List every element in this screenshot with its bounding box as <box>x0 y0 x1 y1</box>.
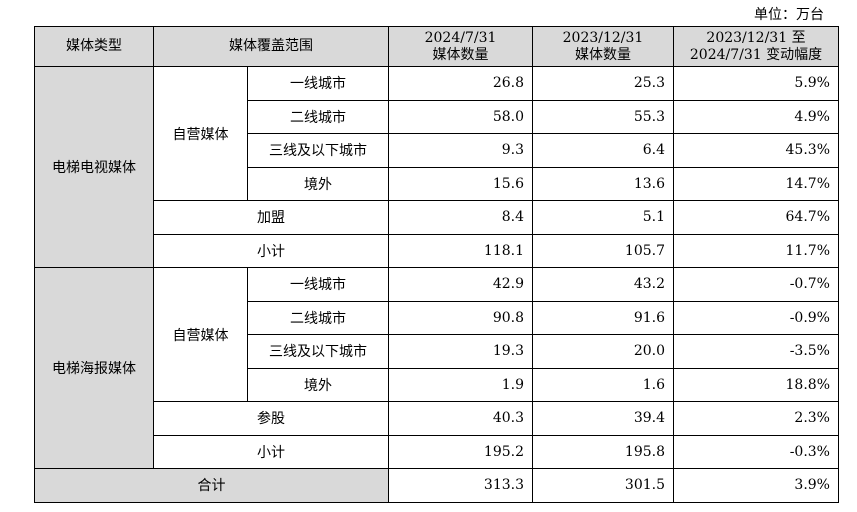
table-row: 二线城市 90.8 91.6 -0.9% <box>35 300 839 335</box>
value-2024: 42.9 <box>388 267 533 302</box>
total-row: 合计 313.3 301.5 3.9% <box>34 468 839 503</box>
value-change: 14.7% <box>673 166 839 201</box>
value-2023: 25.3 <box>532 66 674 101</box>
value-2024: 26.8 <box>388 66 533 101</box>
coverage-label: 一线城市 <box>247 267 389 302</box>
value-2024: 8.4 <box>388 200 533 235</box>
self-operated-label: 自营媒体 <box>153 267 248 402</box>
coverage-label: 境外 <box>247 166 389 201</box>
table-row: 境外 15.6 13.6 14.7% <box>35 166 839 201</box>
group-name-poster: 电梯海报媒体 <box>34 267 154 469</box>
total-2024: 313.3 <box>388 468 533 503</box>
header-2023-label: 媒体数量 <box>575 46 631 63</box>
value-2023: 91.6 <box>532 300 674 335</box>
value-change: -0.7% <box>673 267 839 302</box>
value-change: 45.3% <box>673 133 839 168</box>
value-change: 64.7% <box>673 200 839 235</box>
value-change: 2.3% <box>673 401 839 436</box>
value-change: -0.3% <box>673 434 839 469</box>
value-change: -0.9% <box>673 300 839 335</box>
value-change: 4.9% <box>673 99 839 134</box>
subtotal-label: 小计 <box>153 434 389 469</box>
header-2023-date: 2023/12/31 <box>562 29 644 46</box>
value-2023: 195.8 <box>532 434 674 469</box>
value-2024: 1.9 <box>388 367 533 402</box>
header-coverage: 媒体覆盖范围 <box>153 26 389 67</box>
value-2023: 1.6 <box>532 367 674 402</box>
header-change-line2: 2024/7/31 变动幅度 <box>689 46 823 63</box>
table-row: 参股 40.3 39.4 2.3% <box>35 401 839 436</box>
value-2023: 55.3 <box>532 99 674 134</box>
value-2023: 20.0 <box>532 334 674 369</box>
value-2024: 90.8 <box>388 300 533 335</box>
table-row: 电梯电视媒体 自营媒体 一线城市 26.8 25.3 5.9% <box>34 66 839 268</box>
table-row: 境外 1.9 1.6 18.8% <box>35 367 839 402</box>
header-change: 2023/12/31 至 2024/7/31 变动幅度 <box>673 26 839 67</box>
total-label: 合计 <box>34 468 389 503</box>
table-row: 电梯海报媒体 自营媒体 一线城市 42.9 43.2 -0.7% <box>34 267 839 469</box>
subtotal-label: 小计 <box>153 233 389 268</box>
franchise-label: 加盟 <box>153 200 389 235</box>
header-2024-label: 媒体数量 <box>432 46 489 63</box>
value-change: 18.8% <box>673 367 839 402</box>
total-2023: 301.5 <box>532 468 674 503</box>
value-change: 5.9% <box>673 66 839 101</box>
coverage-label: 二线城市 <box>247 300 389 335</box>
value-2024: 15.6 <box>388 166 533 201</box>
value-2023: 43.2 <box>532 267 674 302</box>
media-count-table: 媒体类型 媒体覆盖范围 2024/7/31 媒体数量 2023/12/31 媒体… <box>34 26 839 503</box>
table-row: 加盟 8.4 5.1 64.7% <box>35 200 839 235</box>
header-change-line1: 2023/12/31 至 <box>706 29 806 46</box>
header-media-type: 媒体类型 <box>34 26 154 67</box>
self-operated-label: 自营媒体 <box>153 66 248 201</box>
header-2023: 2023/12/31 媒体数量 <box>532 26 674 67</box>
total-change: 3.9% <box>673 468 839 503</box>
value-2023: 105.7 <box>532 233 674 268</box>
header-row: 媒体类型 媒体覆盖范围 2024/7/31 媒体数量 2023/12/31 媒体… <box>34 26 839 67</box>
value-2024: 19.3 <box>388 334 533 369</box>
value-2024: 9.3 <box>388 133 533 168</box>
group-name-tv: 电梯电视媒体 <box>34 66 154 268</box>
coverage-label: 三线及以下城市 <box>247 334 389 369</box>
value-2024: 58.0 <box>388 99 533 134</box>
value-2023: 13.6 <box>532 166 674 201</box>
value-2024: 118.1 <box>388 233 533 268</box>
coverage-label: 一线城市 <box>247 66 389 101</box>
value-2024: 195.2 <box>388 434 533 469</box>
coverage-label: 二线城市 <box>247 99 389 134</box>
value-2023: 6.4 <box>532 133 674 168</box>
table-row: 二线城市 58.0 55.3 4.9% <box>35 99 839 134</box>
value-change: -3.5% <box>673 334 839 369</box>
unit-label: 单位：万台 <box>754 7 824 23</box>
coverage-label: 三线及以下城市 <box>247 133 389 168</box>
value-2023: 39.4 <box>532 401 674 436</box>
table-row: 三线及以下城市 19.3 20.0 -3.5% <box>35 334 839 369</box>
equity-label: 参股 <box>153 401 389 436</box>
value-2023: 5.1 <box>532 200 674 235</box>
subtotal-row: 小计 118.1 105.7 11.7% <box>35 233 839 268</box>
subtotal-row: 小计 195.2 195.8 -0.3% <box>35 434 839 469</box>
value-change: 11.7% <box>673 233 839 268</box>
coverage-label: 境外 <box>247 367 389 402</box>
header-2024: 2024/7/31 媒体数量 <box>388 26 533 67</box>
header-2024-date: 2024/7/31 <box>424 29 497 46</box>
table-row: 三线及以下城市 9.3 6.4 45.3% <box>35 133 839 168</box>
value-2024: 40.3 <box>388 401 533 436</box>
